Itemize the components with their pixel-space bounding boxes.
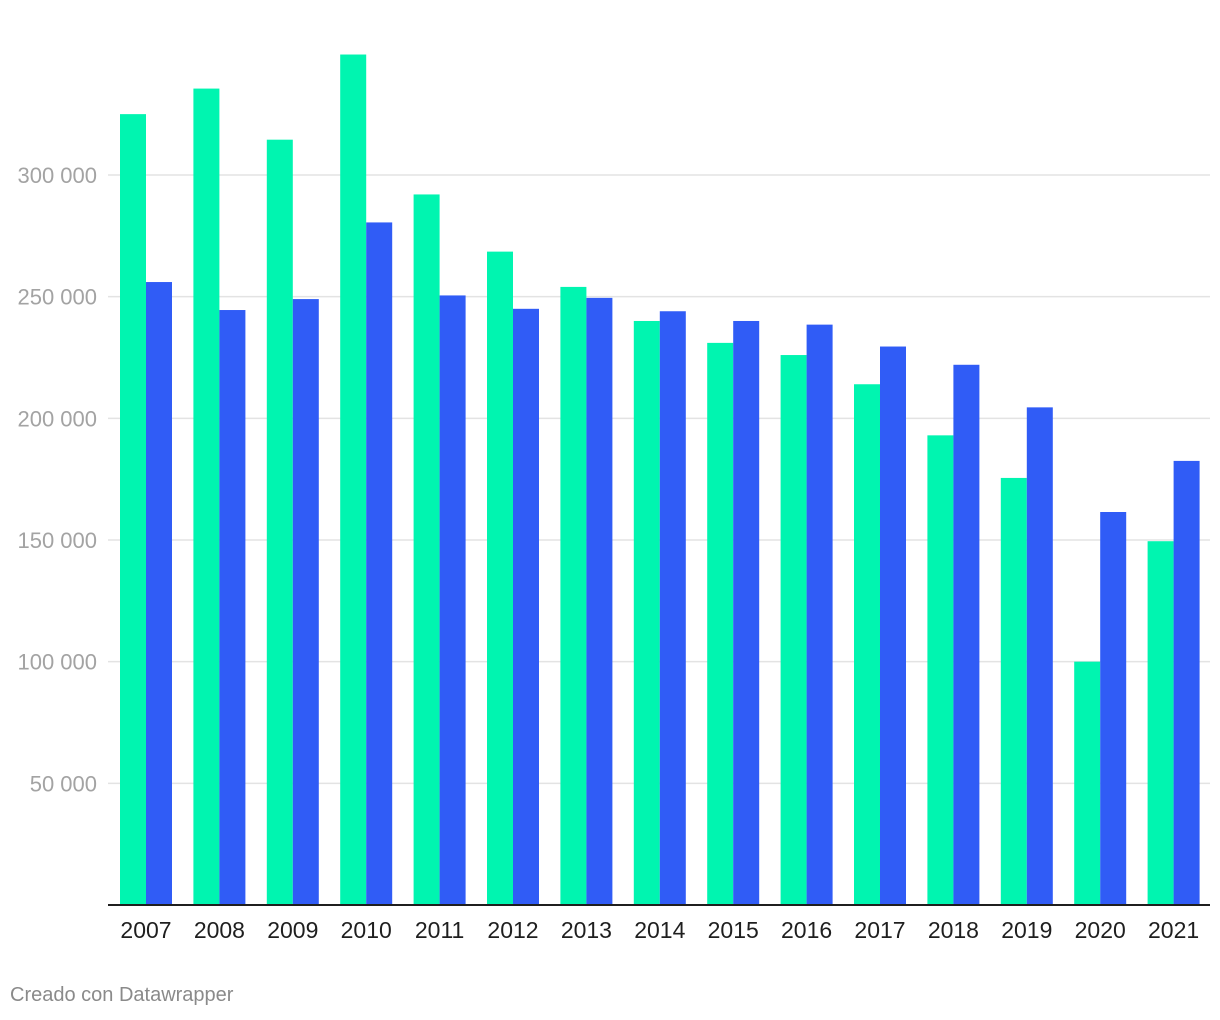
bar-series-a-2012: [487, 251, 513, 906]
bar-chart: 50 000 100 000 150 000 200 000 250 000 300 00…: [17, 54, 1210, 943]
bar-series-a-2017: [854, 384, 880, 905]
bar-series-b-2020: [1100, 512, 1127, 905]
bar-series-a-2013: [560, 286, 587, 905]
bar-series-a-2009: [266, 139, 293, 906]
x-tick-label: 2014: [634, 917, 685, 943]
bars: [120, 54, 1200, 906]
y-tick-label: 100 000: [17, 650, 97, 675]
bar-series-b-2009: [292, 299, 319, 905]
bar-series-b-2019: [1026, 407, 1053, 905]
bar-series-a-2007: [120, 114, 146, 905]
bar-series-a-2019: [1000, 477, 1027, 905]
bar-series-b-2007: [146, 282, 172, 905]
bar-series-b-2011: [439, 295, 466, 905]
x-axis-labels: 2007 2008 2009 2010 2011 2012 2013 2014 2015 2016…: [120, 917, 1199, 943]
x-tick-label: 2007: [120, 917, 171, 943]
x-tick-label: 2013: [561, 917, 612, 943]
y-tick-label: 150 000: [17, 528, 97, 553]
bar-series-b-2010: [366, 222, 393, 905]
x-tick-label: 2012: [487, 917, 538, 943]
bar-series-a-2011: [413, 194, 440, 905]
bar-series-a-2020: [1074, 661, 1101, 905]
x-tick-label: 2010: [341, 917, 392, 943]
bar-series-a-2016: [780, 355, 807, 906]
x-tick-label: 2019: [1001, 917, 1052, 943]
x-tick-label: 2020: [1075, 917, 1126, 943]
bar-series-b-2014: [659, 311, 686, 905]
x-tick-label: 2017: [854, 917, 905, 943]
x-tick-label: 2008: [194, 917, 245, 943]
bar-series-a-2021: [1147, 541, 1174, 905]
y-tick-label: 300 000: [17, 163, 97, 188]
bar-series-b-2015: [733, 320, 760, 906]
bar-series-a-2015: [707, 342, 734, 905]
bar-series-a-2010: [340, 54, 367, 906]
y-tick-label: 50 000: [30, 771, 97, 796]
y-tick-label: 200 000: [17, 406, 97, 431]
x-tick-label: 2018: [928, 917, 979, 943]
x-tick-label: 2011: [415, 917, 464, 943]
x-tick-label: 2015: [708, 917, 759, 943]
x-tick-label: 2021: [1148, 917, 1199, 943]
y-axis-labels: 50 000 100 000 150 000 200 000 250 000 300 00…: [17, 163, 97, 796]
bar-series-a-2014: [633, 320, 660, 906]
x-tick-label: 2009: [267, 917, 318, 943]
bar-series-a-2018: [927, 435, 954, 905]
bar-series-b-2016: [806, 324, 833, 906]
bar-series-b-2012: [513, 308, 539, 906]
x-tick-label: 2016: [781, 917, 832, 943]
bar-series-b-2017: [880, 346, 906, 905]
bar-series-b-2018: [953, 364, 980, 905]
bar-series-b-2008: [219, 310, 246, 905]
bar-series-b-2021: [1173, 460, 1200, 905]
credit-text: Creado con Datawrapper: [10, 984, 234, 1006]
bar-series-b-2013: [586, 297, 613, 906]
y-tick-label: 250 000: [17, 285, 97, 310]
bar-series-a-2008: [193, 88, 220, 906]
